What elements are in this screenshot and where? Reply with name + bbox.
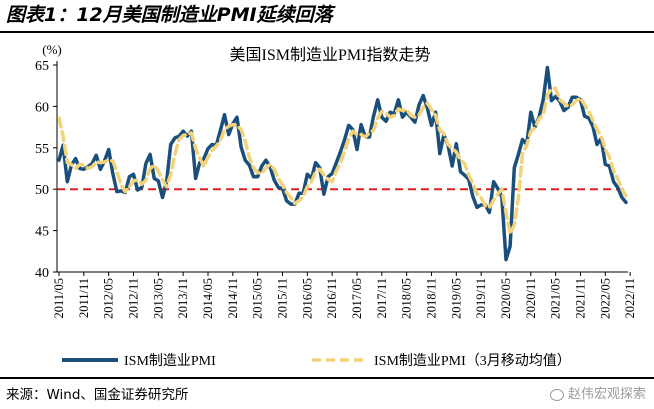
y-axis: 40 45 50 55 60 65: [35, 59, 58, 281]
x-tick-label: 2018/05: [400, 278, 414, 319]
y-axis-unit: (%): [42, 42, 62, 57]
x-tick-label: 2016/05: [300, 278, 314, 319]
y-tick-label: 50: [35, 183, 49, 198]
series-line-ma: [57, 86, 628, 236]
y-tick-label: 60: [35, 100, 49, 115]
x-tick-label: 2019/05: [449, 278, 463, 319]
x-tick-label: 2022/11: [623, 278, 637, 319]
x-tick-label: 2011/11: [77, 278, 91, 318]
legend-label-ma: ISM制造业PMI（3月移动均值）: [374, 353, 571, 369]
x-tick-label: 2013/05: [151, 278, 165, 319]
y-tick-label: 45: [35, 225, 49, 240]
y-tick-label: 55: [35, 142, 49, 157]
x-tick-label: 2016/11: [325, 278, 339, 319]
x-tick-label: 2012/05: [102, 278, 116, 319]
x-tick-label: 2022/05: [598, 278, 612, 319]
x-tick-label: 2015/11: [275, 278, 289, 319]
x-tick-label: 2020/11: [524, 278, 538, 319]
x-tick-label: 2017/11: [375, 278, 389, 319]
x-tick-label: 2015/05: [251, 278, 265, 319]
watermark: 赵伟宏观探索: [549, 385, 646, 405]
watermark-text: 赵伟宏观探索: [567, 387, 646, 402]
x-tick-label: 2014/05: [201, 278, 215, 319]
figure-title: 图表1：12月美国制造业PMI延续回落: [6, 4, 333, 26]
wechat-icon: [549, 389, 564, 401]
chart-title: 美国ISM制造业PMI指数走势: [230, 46, 431, 64]
x-tick-label: 2014/11: [226, 278, 240, 319]
x-tick-label: 2017/05: [350, 278, 364, 319]
x-tick-label: 2021/11: [573, 278, 587, 319]
top-rule: [0, 31, 654, 33]
x-tick-label: 2013/11: [176, 278, 190, 319]
y-tick-label: 65: [35, 59, 49, 74]
source-note: 来源：Wind、国金证券研究所: [6, 387, 189, 403]
bottom-rule: [0, 377, 654, 379]
legend: ISM制造业PMI ISM制造业PMI（3月移动均值）: [62, 353, 571, 369]
series-line-pmi: [57, 65, 628, 262]
x-tick-label: 2020/05: [499, 278, 513, 319]
x-tick-label: 2018/11: [424, 278, 438, 319]
x-tick-label: 2011/05: [52, 278, 66, 319]
x-tick-label: 2021/05: [549, 278, 563, 319]
plot-area: [57, 65, 628, 262]
x-tick-label: 2019/11: [474, 278, 488, 319]
x-axis: 2011/05 2011/11 2012/05 2012/11 2013/05 2013/…: [52, 271, 637, 319]
x-tick-label: 2012/11: [126, 278, 140, 319]
y-tick-label: 40: [35, 266, 49, 281]
legend-label-pmi: ISM制造业PMI: [124, 353, 216, 369]
